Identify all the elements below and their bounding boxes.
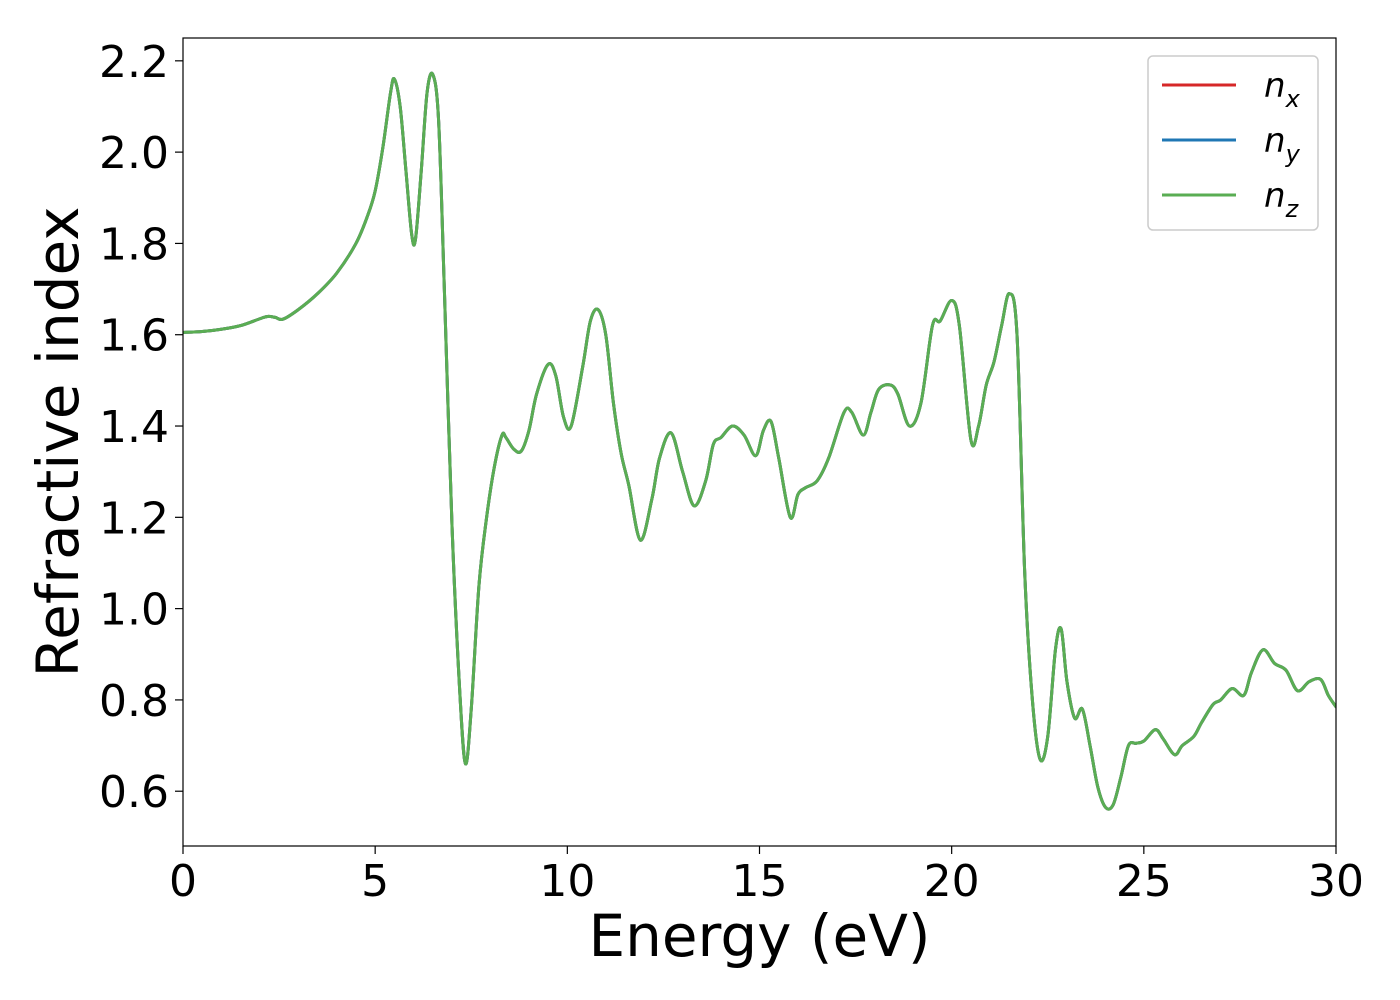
- y-tick-label: 1.2: [99, 493, 169, 544]
- x-tick-label: 25: [1116, 856, 1172, 907]
- y-axis-ticks: 0.6 0.8 1.0 1.2 1.4 1.6 1.8 2.0 2.2: [99, 37, 183, 818]
- legend-label-subscript: x: [1285, 85, 1301, 113]
- legend-box: [1147, 55, 1319, 231]
- y-tick-label: 0.8: [99, 676, 169, 727]
- y-tick-label: 1.8: [99, 219, 169, 270]
- legend-label-base: n: [1264, 176, 1286, 216]
- series-layer: [183, 71, 1336, 811]
- legend-label-y: ny: [1264, 121, 1301, 168]
- x-tick-label: 0: [169, 856, 197, 907]
- legend-label-subscript: z: [1285, 195, 1300, 223]
- x-axis-title: Energy (eV): [588, 902, 930, 970]
- legend-label-x: nx: [1264, 66, 1301, 113]
- y-tick-label: 2.2: [99, 37, 169, 88]
- legend-label-base: n: [1264, 66, 1286, 106]
- x-axis-ticks: 0 5 10 15 20 25 30: [169, 846, 1364, 907]
- y-tick-label: 0.6: [99, 767, 169, 818]
- legend-label-z: nz: [1264, 176, 1300, 223]
- legend-label-subscript: y: [1285, 140, 1301, 168]
- y-tick-label: 1.0: [99, 585, 169, 636]
- y-tick-label: 2.0: [99, 128, 169, 179]
- y-tick-label: 1.6: [99, 311, 169, 362]
- y-axis-title: Refractive index: [24, 206, 92, 677]
- x-tick-label: 10: [539, 856, 595, 907]
- y-tick-label: 1.4: [99, 402, 169, 453]
- x-tick-label: 15: [732, 856, 788, 907]
- x-tick-label: 20: [924, 856, 980, 907]
- legend-label-base: n: [1264, 121, 1286, 161]
- x-tick-label: 30: [1308, 856, 1364, 907]
- x-tick-label: 5: [361, 856, 389, 907]
- series-line-z: [183, 71, 1336, 811]
